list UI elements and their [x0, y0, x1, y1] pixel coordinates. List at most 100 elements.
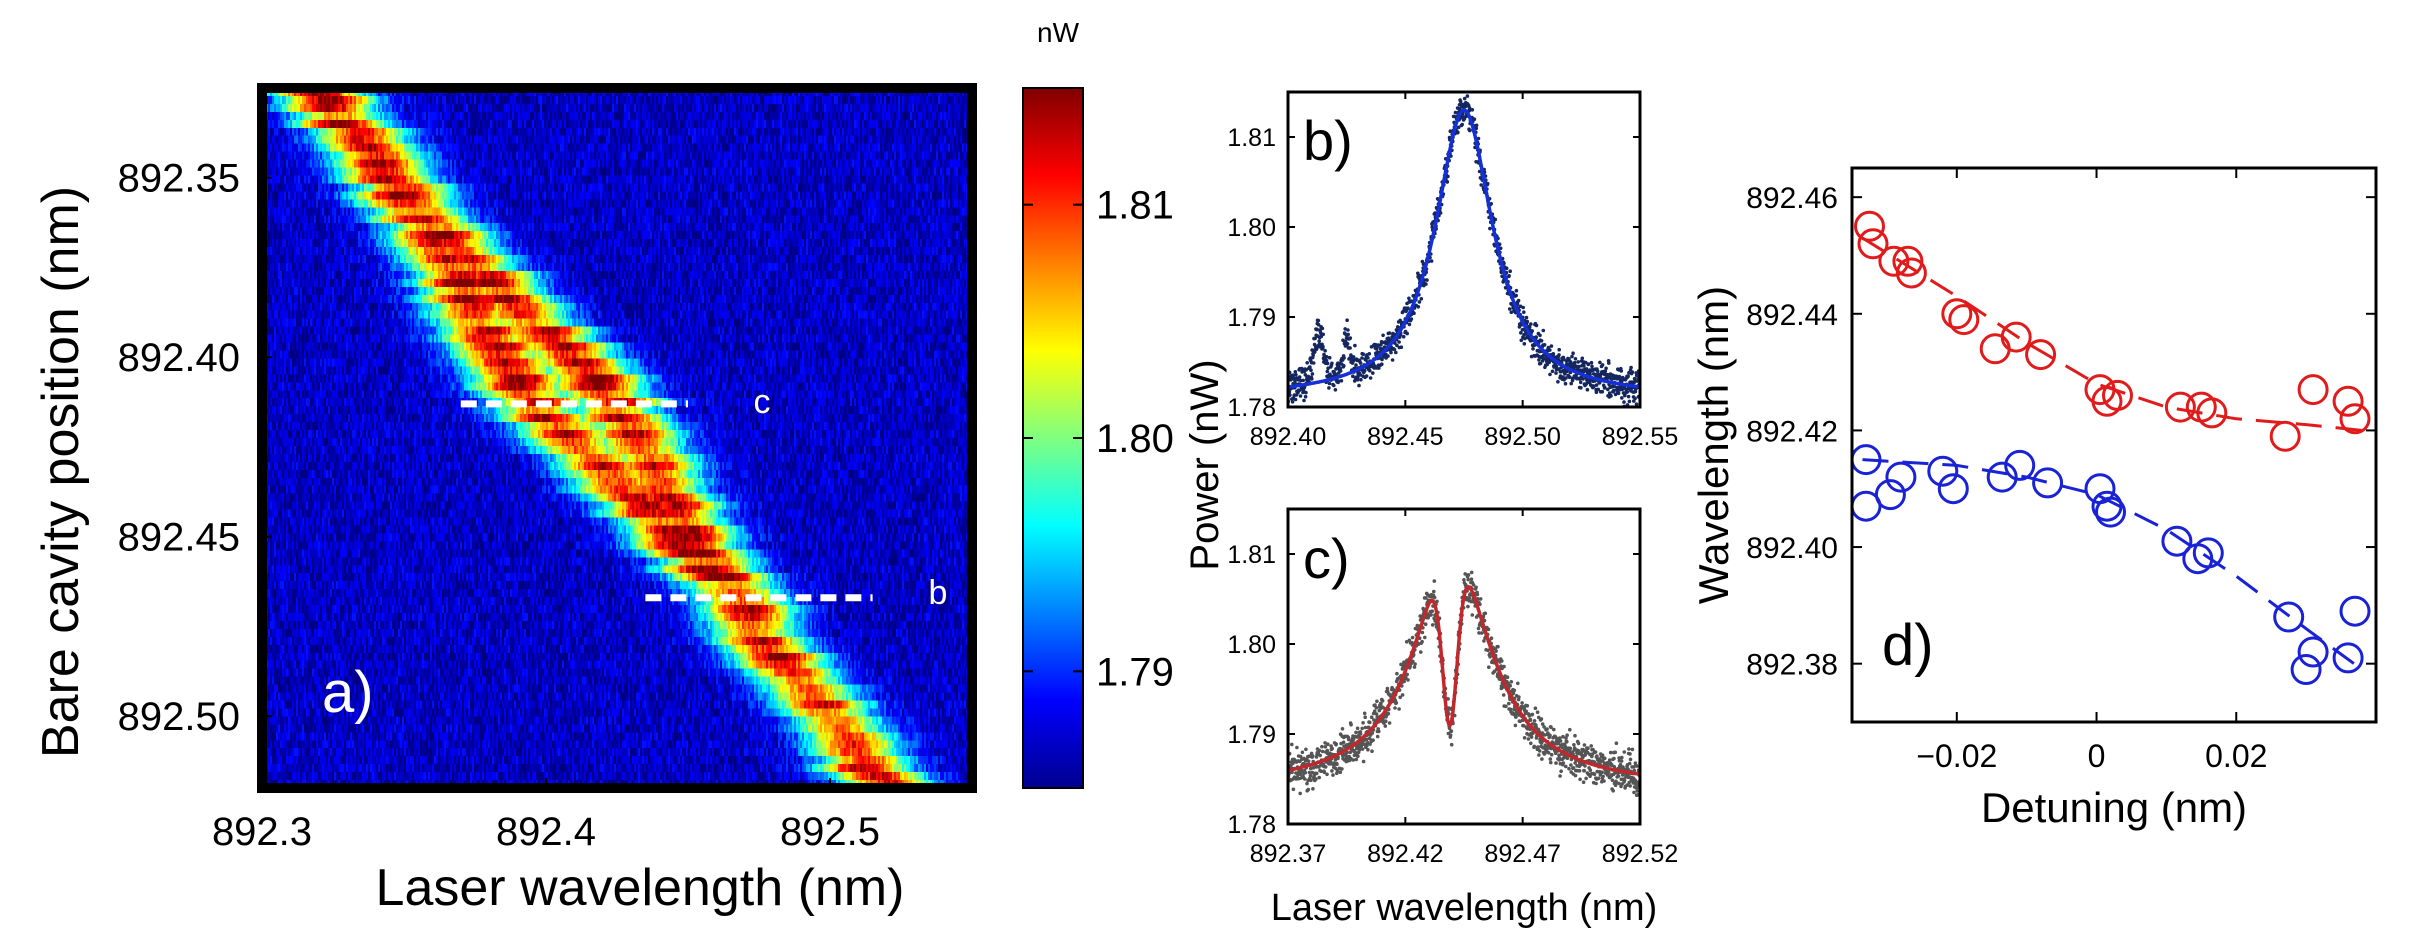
- panel-b-data-point: [1412, 311, 1416, 316]
- panel-c-data-point: [1340, 767, 1344, 771]
- panel-b-data-point: [1342, 364, 1346, 368]
- panel-c-data-point: [1601, 774, 1605, 779]
- panel-b-xtick-label: 892.55: [1602, 423, 1678, 451]
- panel-c-data-point: [1394, 701, 1399, 705]
- panel-b-data-point: [1321, 344, 1325, 349]
- panel-c-data-point: [1360, 747, 1365, 751]
- panel-c-data-point: [1353, 751, 1358, 755]
- colorbar: nW 1.79 1.80 1.81: [1022, 17, 1174, 789]
- panel-b-data-point: [1570, 354, 1574, 359]
- panel-d-marker-blue: [2273, 601, 2305, 633]
- panel-b-data-point: [1611, 388, 1616, 393]
- panel-c-data-point: [1314, 777, 1318, 781]
- panel-b-data-point: [1368, 368, 1372, 373]
- panel-c-data-point: [1635, 789, 1640, 793]
- panel-a-frame: [257, 83, 977, 793]
- panel-b-data-point: [1368, 376, 1373, 380]
- panel-b-data-point: [1507, 274, 1511, 278]
- panel-d-label: d): [1882, 613, 1934, 678]
- panel-c-data-point: [1466, 604, 1470, 609]
- panel-b-data-point: [1585, 387, 1590, 392]
- panel-c-xtick-label: 892.42: [1367, 840, 1443, 868]
- panel-b-data-point: [1519, 338, 1524, 343]
- panel-c-data-point: [1533, 706, 1538, 710]
- panel-b-data-point: [1345, 318, 1349, 323]
- panel-c-data-point: [1582, 743, 1587, 747]
- panel-b-data-point: [1542, 343, 1547, 347]
- panel-b-data-point: [1364, 374, 1369, 378]
- panel-c-data-point: [1557, 753, 1561, 757]
- panel-c-data-point: [1435, 599, 1439, 604]
- panel-c-data-point: [1385, 689, 1390, 694]
- panel-b-data-point: [1548, 348, 1552, 352]
- panel-c-data-point: [1568, 746, 1573, 751]
- panel-b-data-point: [1632, 399, 1636, 403]
- panel-bc-ylabel: Power (nW): [1183, 359, 1227, 570]
- panel-c-data-point: [1330, 769, 1334, 773]
- panel-b-data-point: [1517, 325, 1522, 329]
- panel-c-data-point: [1354, 757, 1359, 762]
- panel-c-ytick-label: 1.79: [1227, 721, 1276, 749]
- heatmap-image: [262, 88, 972, 788]
- panel-c-data-point: [1568, 727, 1572, 732]
- panel-b-data-point: [1626, 374, 1630, 378]
- panel-c-data-point: [1364, 737, 1369, 742]
- panel-b-data-point: [1324, 355, 1329, 359]
- panel-c-data-point: [1423, 635, 1427, 640]
- panel-c-data-point: [1323, 741, 1327, 745]
- panel-b-data-point: [1629, 365, 1633, 370]
- panel-c-data-point: [1565, 733, 1569, 737]
- panel-b-data-point: [1338, 369, 1343, 373]
- panel-c-data-point: [1370, 749, 1374, 753]
- panel-b-data-point: [1541, 328, 1546, 333]
- panel-b-data-point: [1367, 365, 1372, 369]
- panel-c-data-point: [1552, 727, 1556, 732]
- panel-c-data-point: [1626, 767, 1630, 771]
- panel-b-data-point: [1381, 333, 1385, 338]
- panel-b-data-point: [1609, 394, 1613, 398]
- panel-b-data-point: [1325, 369, 1330, 374]
- colorbar-tick-label: 1.81: [1096, 184, 1174, 228]
- panel-c-data-point: [1582, 768, 1586, 773]
- panel-c-data-point: [1449, 729, 1454, 733]
- panel-c-data-point: [1536, 715, 1541, 720]
- panel-b-data-point: [1520, 328, 1525, 332]
- panel-c-data-point: [1563, 745, 1568, 749]
- panel-c-data-point: [1634, 780, 1638, 784]
- panel-b-data-point: [1315, 327, 1319, 332]
- panel-c-data-point: [1477, 631, 1481, 635]
- panel-b-data-point: [1309, 368, 1313, 373]
- panel-c-data-point: [1319, 769, 1323, 773]
- panel-c-data-point: [1524, 709, 1528, 714]
- panel-b-data-point: [1630, 370, 1635, 374]
- panel-c-data-point: [1549, 725, 1553, 730]
- panel-c-data-point: [1573, 761, 1577, 765]
- panel-b-data-point: [1336, 379, 1341, 383]
- panel-c-data-point: [1610, 778, 1615, 782]
- panel-d-marker-red: [1857, 228, 1889, 260]
- panel-b-data-point: [1342, 356, 1346, 360]
- panel-b-data-point: [1348, 346, 1352, 350]
- panel-c-data-point: [1340, 727, 1345, 731]
- panel-c-data-point: [1348, 750, 1353, 754]
- panel-b-data-point: [1453, 110, 1458, 115]
- panel-a-ytick-label: 892.50: [118, 695, 240, 739]
- panel-c-data-point: [1595, 754, 1599, 758]
- panel-c-data-point: [1603, 756, 1607, 761]
- panel-b-data-point: [1417, 300, 1422, 304]
- panel-b-data-point: [1554, 371, 1558, 375]
- panel-b-data-point: [1399, 345, 1404, 350]
- panel-c-data-point: [1318, 753, 1322, 758]
- panel-c-data-point: [1335, 771, 1339, 776]
- panel-c-data-point: [1540, 757, 1544, 761]
- panel-b-data-point: [1607, 361, 1611, 365]
- panel-c-data-point: [1549, 752, 1554, 757]
- panel-b-data-point: [1325, 361, 1330, 366]
- panel-c-data-point: [1572, 743, 1576, 747]
- panel-c-data-point: [1363, 715, 1367, 719]
- panel-b-data-point: [1357, 383, 1361, 388]
- panel-c-data-point: [1564, 736, 1568, 740]
- panel-d-marker-red: [2269, 420, 2301, 452]
- panel-c-data-point: [1290, 742, 1294, 747]
- panel-c-data-point: [1488, 655, 1492, 659]
